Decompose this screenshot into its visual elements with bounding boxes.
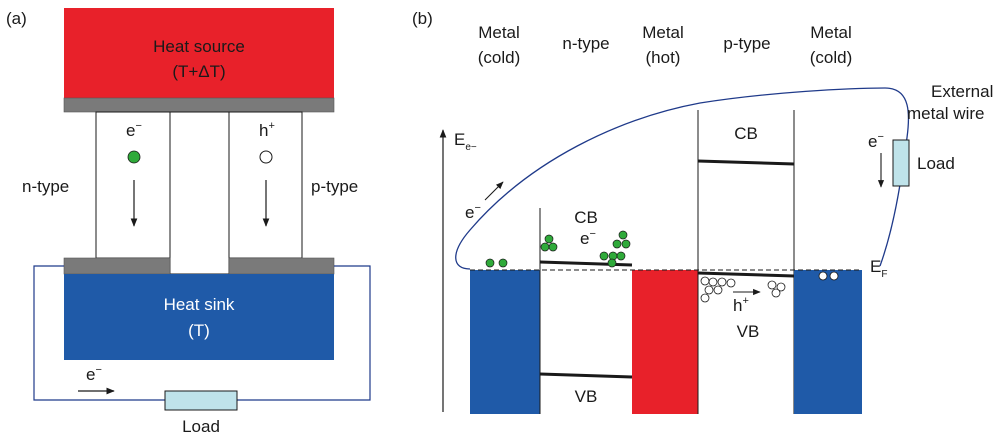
energy-axis-label: Ee− (454, 130, 477, 153)
hole-dot (700, 276, 710, 286)
heat-source-temperature: (T+ΔT) (172, 62, 225, 81)
hole-dot (700, 293, 710, 303)
hole-dot (767, 280, 777, 290)
metal-hot-block (632, 270, 698, 414)
metal-right-hole-pair (818, 271, 839, 281)
external-load-resistor (892, 139, 910, 187)
panel-a-tag: (a) (6, 9, 27, 28)
n-type-leg (95, 111, 171, 259)
electron-dot (621, 239, 631, 249)
electron-dot (485, 258, 495, 268)
n-type-conduction-band-edge (539, 260, 633, 267)
wire-electron-diagonal-arrow (484, 181, 504, 201)
external-wire-label-line1: External (931, 82, 993, 101)
p-type-hole-label: h+ (733, 295, 749, 315)
fermi-level-label: EF (870, 257, 887, 280)
electron-dot (599, 251, 609, 261)
hole-dot (771, 288, 781, 298)
wire-electron-label: e− (86, 364, 102, 384)
metal-cold-right-block (794, 270, 862, 414)
column-p-type: p-type (723, 34, 770, 53)
n-type-electron-cluster (540, 230, 631, 268)
center-leg (169, 111, 230, 275)
metal-cold-left-block (470, 270, 540, 414)
heat-sink-block (64, 274, 334, 360)
p-type-valence-band-edge (697, 271, 795, 278)
hole-dot (717, 277, 727, 287)
panel-b: (b) Metal (cold) n-type Metal (hot) p-ty… (412, 9, 993, 414)
hole-dot (818, 271, 828, 281)
external-circuit-wire (33, 265, 165, 401)
heat-source-label: Heat source (153, 37, 245, 56)
hole-dot (713, 285, 723, 295)
column-metal-cold-left-line2: (cold) (478, 48, 521, 67)
electron-dot (540, 242, 550, 252)
panel-a: (a) Heat source (T+ΔT) n-type p-type e− … (6, 8, 371, 436)
column-n-type: n-type (562, 34, 609, 53)
electron-dot (127, 150, 141, 164)
p-type-cb-label: CB (734, 124, 758, 143)
metal-left-electron-pair (485, 258, 508, 268)
electron-dot (544, 234, 554, 244)
panel-b-tag: (b) (412, 9, 433, 28)
heat-sink-temperature: (T) (188, 321, 210, 340)
load-label: Load (182, 417, 220, 436)
p-type-conduction-band-edge (697, 159, 795, 166)
electron-dot (498, 258, 508, 268)
column-metal-cold-left-line1: Metal (478, 23, 520, 42)
p-type-region (698, 110, 794, 414)
external-wire-label-line2: metal wire (907, 104, 984, 123)
cold-contact-plate-right (228, 257, 335, 275)
hole-dot (726, 278, 736, 288)
p-leg-hole-label: h+ (259, 120, 275, 140)
load-electron-label: e− (868, 131, 884, 151)
hot-contact-plate (63, 97, 335, 113)
n-type-electron-label: e− (580, 228, 596, 248)
n-leg-electron-label: e− (126, 120, 142, 140)
electron-dot (616, 251, 626, 261)
load-resistor (164, 390, 238, 411)
hole-dot (704, 285, 714, 295)
hole-dot (259, 150, 273, 164)
n-type-cb-label: CB (574, 208, 598, 227)
column-metal-hot-line2: (hot) (646, 48, 681, 67)
p-type-hole-cluster (700, 276, 786, 303)
p-type-vb-label: VB (737, 322, 760, 341)
n-type-label: n-type (22, 177, 69, 196)
hole-dot (776, 282, 786, 292)
column-metal-hot-line1: Metal (642, 23, 684, 42)
heat-sink-label: Heat sink (164, 295, 235, 314)
external-metal-wire-loop (455, 87, 910, 270)
n-type-vb-label: VB (575, 387, 598, 406)
electron-dot (612, 239, 622, 249)
hole-dot (829, 271, 839, 281)
heat-source-block (64, 8, 334, 98)
column-metal-cold-right-line1: Metal (810, 23, 852, 42)
electron-dot (618, 230, 628, 240)
external-load-label: Load (917, 154, 955, 173)
hole-dot (708, 277, 718, 287)
cold-contact-plate-left (63, 257, 171, 275)
external-circuit-wire-right (237, 265, 371, 401)
p-type-label: p-type (311, 177, 358, 196)
column-metal-cold-right-line2: (cold) (810, 48, 853, 67)
electron-dot (607, 258, 617, 268)
electron-dot (548, 242, 558, 252)
wire-electron-label: e− (465, 202, 481, 222)
n-type-valence-band-edge (539, 372, 633, 379)
